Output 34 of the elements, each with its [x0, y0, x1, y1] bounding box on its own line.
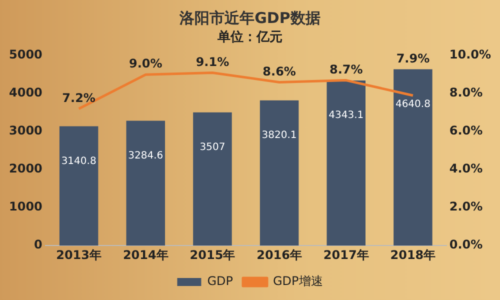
y2-tick-label: 0.0%: [449, 238, 483, 252]
data-label: 9.0%: [129, 56, 162, 71]
data-label: 4640.8: [395, 98, 430, 110]
x-tick-label: 2017年: [323, 248, 369, 262]
data-label: 7.9%: [396, 51, 430, 66]
y-tick-label: 2000: [8, 162, 42, 176]
data-label: 3507: [200, 142, 226, 153]
chart-subtitle: 单位：亿元: [216, 29, 282, 46]
y2-tick-label: 8.0%: [449, 86, 483, 100]
data-label: 3820.1: [262, 130, 297, 142]
chart-title: 洛阳市近年GDP数据: [178, 8, 320, 27]
x-tick-label: 2015年: [190, 248, 236, 262]
data-label: 9.1%: [196, 54, 230, 69]
x-tick-label: 2016年: [256, 248, 302, 262]
legend-label: GDP增速: [273, 274, 323, 288]
y-tick-label: 5000: [8, 48, 42, 62]
y-tick-label: 4000: [8, 86, 42, 100]
y-tick-label: 1000: [8, 200, 42, 214]
y2-tick-label: 2.0%: [449, 200, 483, 214]
y-tick-label: 0: [34, 238, 42, 252]
legend-label: GDP: [207, 274, 234, 288]
data-label: 7.2%: [62, 90, 96, 105]
x-tick-label: 2014年: [122, 248, 168, 262]
y2-tick-label: 4.0%: [449, 162, 483, 176]
data-label: 8.7%: [329, 62, 363, 76]
data-label: 3284.6: [128, 150, 164, 162]
data-label: 3140.8: [61, 156, 96, 167]
x-tick-label: 2018年: [390, 248, 436, 262]
x-tick-label: 2013年: [56, 248, 102, 262]
data-label: 8.6%: [262, 64, 296, 78]
data-label: 4343.1: [328, 110, 364, 122]
y2-tick-label: 10.0%: [449, 48, 492, 62]
y-tick-label: 3000: [8, 124, 42, 138]
y2-tick-label: 6.0%: [449, 124, 483, 138]
